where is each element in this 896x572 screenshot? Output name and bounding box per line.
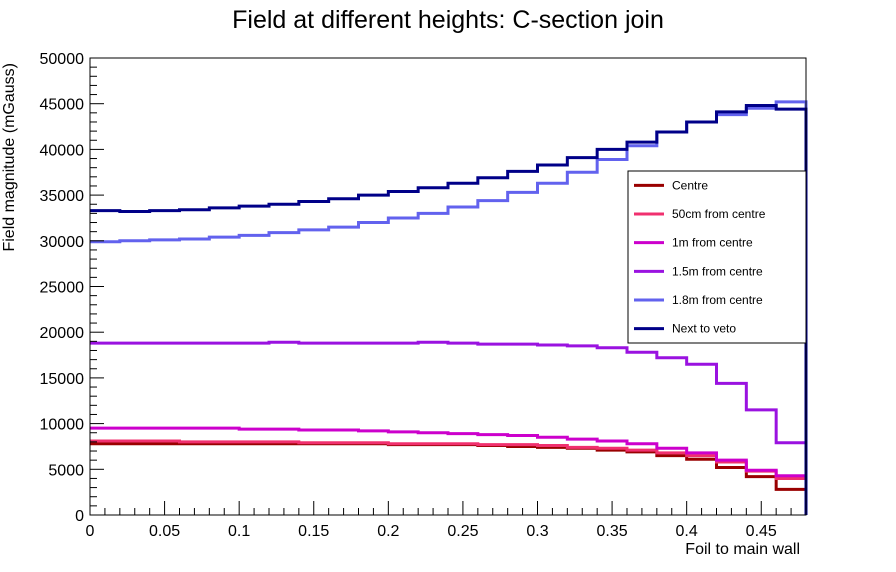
x-tick-label: 0.1 — [228, 523, 250, 540]
y-tick-label: 25000 — [40, 280, 85, 297]
x-tick-label: 0.05 — [149, 523, 180, 540]
x-tick-label: 0.45 — [746, 523, 777, 540]
x-tick-label: 0 — [86, 523, 95, 540]
x-tick-label: 0.35 — [597, 523, 628, 540]
series-layer — [90, 100, 808, 515]
legend-entry: 1.8m from centre — [672, 293, 763, 307]
legend-entry: Next to veto — [672, 322, 736, 336]
series-line-3 — [90, 340, 808, 515]
x-tick-label: 0.4 — [676, 523, 698, 540]
legend-box — [627, 170, 807, 344]
series-line-5 — [90, 104, 808, 515]
y-tick-label: 20000 — [40, 325, 85, 342]
x-axis-label: Foil to main wall — [685, 541, 800, 558]
legend-entry: Centre — [672, 178, 708, 192]
y-tick-label: 15000 — [40, 371, 85, 388]
axis-layer: 0 5000 10000 15000 20000 25000 30000 35000 40000… — [40, 51, 807, 540]
y-tick-label: 40000 — [40, 142, 85, 159]
y-tick-label: 50000 — [40, 51, 85, 68]
x-tick-label: 0.3 — [526, 523, 548, 540]
legend-entry: 1.5m from centre — [672, 264, 763, 278]
y-tick-label: 5000 — [48, 462, 84, 479]
y-tick-label: 10000 — [40, 417, 85, 434]
series-line-2 — [90, 426, 808, 515]
chart-title: Field at different heights: C-section jo… — [232, 6, 664, 34]
x-tick-label: 0.15 — [298, 523, 329, 540]
legend-entry: 1m from centre — [672, 236, 753, 250]
y-tick-label: 0 — [75, 508, 84, 525]
y-axis-label: Field magnitude (mGauss) — [1, 63, 18, 252]
y-tick-label: 30000 — [40, 234, 85, 251]
y-tick-label: 45000 — [40, 97, 85, 114]
legend-entry: 50cm from centre — [672, 207, 766, 221]
y-tick-label: 35000 — [40, 188, 85, 205]
x-tick-label: 0.25 — [447, 523, 478, 540]
legend: Centre 50cm from centre 1m from centre 1.5m… — [627, 170, 807, 344]
x-tick-label: 0.2 — [377, 523, 399, 540]
